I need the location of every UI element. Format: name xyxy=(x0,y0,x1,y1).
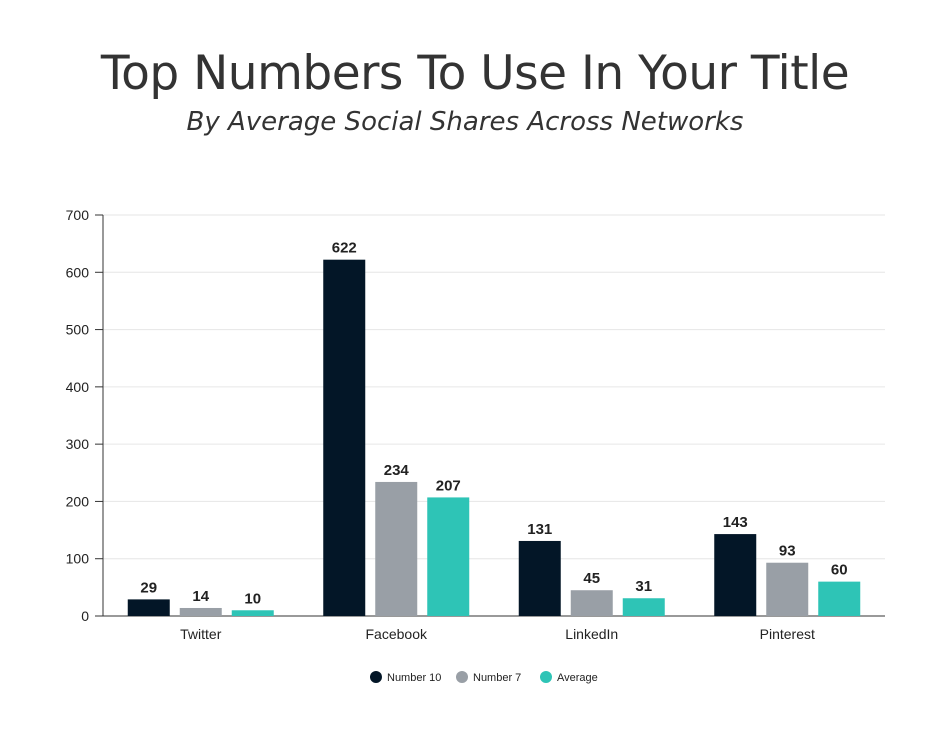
data-label: 143 xyxy=(723,514,748,531)
legend-swatch xyxy=(456,671,468,683)
legend: Number 10 Number 7 Average xyxy=(370,671,598,684)
data-label: 14 xyxy=(192,588,209,605)
y-tick-label: 100 xyxy=(66,551,90,567)
legend-item: Number 7 xyxy=(456,671,521,684)
y-tick-label: 600 xyxy=(66,264,90,280)
x-category-label: Pinterest xyxy=(760,626,815,642)
legend-item: Average xyxy=(540,671,598,684)
chart-subtitle: By Average Social Shares Across Networks xyxy=(186,107,744,137)
data-label: 60 xyxy=(831,562,848,579)
legend-label: Number 10 xyxy=(387,672,441,684)
data-label: 31 xyxy=(635,578,652,595)
bar xyxy=(570,590,613,616)
axes: 0 100 200 300 400 500 600 700 Twitter Facebook Lin… xyxy=(66,207,885,642)
data-label: 45 xyxy=(583,570,600,587)
legend-label: Average xyxy=(557,672,598,684)
x-category-label: LinkedIn xyxy=(565,626,618,642)
y-tick-label: 400 xyxy=(66,379,90,395)
bar xyxy=(622,598,665,616)
data-label: 93 xyxy=(779,543,796,560)
data-label: 622 xyxy=(332,240,357,257)
bar xyxy=(766,562,809,616)
legend-swatch xyxy=(370,671,382,683)
bar xyxy=(714,534,757,616)
bar xyxy=(518,540,561,616)
chart-title: Top Numbers To Use In Your Title xyxy=(100,46,850,101)
bar xyxy=(375,481,418,616)
bar xyxy=(818,581,861,616)
y-tick-label: 200 xyxy=(66,493,90,509)
bar xyxy=(231,610,274,616)
bar xyxy=(427,497,470,616)
bar xyxy=(323,259,366,616)
data-label: 234 xyxy=(384,462,410,479)
data-label: 131 xyxy=(527,521,552,538)
data-label: 10 xyxy=(244,590,261,607)
legend-item: Number 10 xyxy=(370,671,441,684)
data-label: 29 xyxy=(140,579,157,596)
x-category-label: Facebook xyxy=(366,626,428,642)
x-category-label: Twitter xyxy=(180,626,222,642)
y-tick-label: 0 xyxy=(81,608,89,624)
bar xyxy=(179,607,222,616)
y-tick-label: 700 xyxy=(66,207,90,223)
bars xyxy=(127,259,861,616)
bar xyxy=(127,599,170,616)
y-tick-label: 500 xyxy=(66,322,90,338)
data-labels: 29 14 10 622 234 207 131 45 31 143 93 60 xyxy=(140,240,847,608)
y-tick-label: 300 xyxy=(66,436,90,452)
gridlines xyxy=(103,214,885,560)
data-label: 207 xyxy=(436,477,461,494)
legend-label: Number 7 xyxy=(473,672,521,684)
legend-swatch xyxy=(540,671,552,683)
